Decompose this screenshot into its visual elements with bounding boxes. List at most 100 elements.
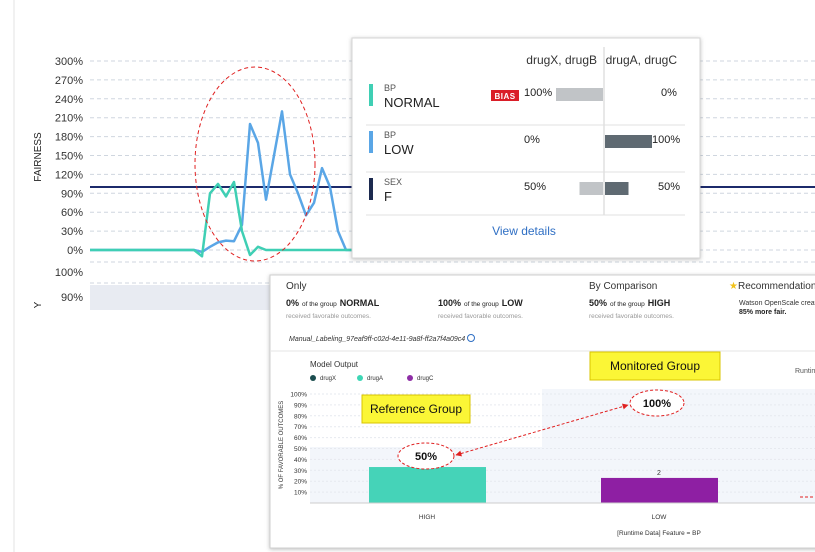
y-tick-label: 80% — [294, 413, 307, 420]
y-axis-label: % OF FAVORABLE OUTCOMES — [279, 401, 285, 490]
callout-text: Monitored Group — [610, 359, 700, 373]
highlight-ellipse — [397, 442, 455, 470]
ref-bar — [579, 182, 603, 195]
value-label: 0% — [524, 134, 540, 146]
row-axis-label: Y — [33, 301, 44, 308]
value-label: 100% — [524, 87, 552, 99]
summary-group: LOW — [502, 298, 523, 308]
summary-group: NORMAL — [340, 298, 380, 308]
section-header: Only — [286, 281, 307, 292]
highlight-text: 50% — [415, 451, 437, 463]
bar — [601, 477, 718, 503]
highlight-ellipse — [629, 389, 685, 417]
x-tick-label: LOW — [652, 514, 668, 521]
y-tick-label: 0% — [67, 245, 83, 257]
group-color — [369, 178, 373, 200]
summary: 100% of the group LOW — [438, 298, 523, 308]
y-tick-label: 100% — [290, 392, 307, 399]
summary-value: 100% — [438, 298, 461, 308]
y-tick-label: 210% — [55, 113, 83, 125]
y-tick-label: 180% — [55, 132, 83, 144]
side-label: Runtime — [795, 368, 815, 375]
bias-tag — [491, 90, 519, 101]
summary-text: of the group — [610, 301, 645, 308]
summary-value: 0% — [286, 298, 299, 308]
popup: drugX, drugB drugA, drugC BP NORMAL BIAS 100%… — [351, 37, 701, 259]
attribute-label: SEX — [384, 177, 402, 187]
summary-note: received favorable outcomes. — [438, 313, 523, 320]
summary: 0% of the group NORMAL — [286, 298, 380, 308]
legend-label: drugA — [367, 376, 383, 382]
recommendation-text: 85% more fair. — [739, 309, 787, 316]
group-label: F — [384, 189, 392, 204]
view-details-link[interactable]: View details — [492, 224, 556, 238]
attribute-label: BP — [384, 83, 396, 93]
value-label: 50% — [658, 181, 680, 193]
highlight-ellipse — [194, 66, 316, 262]
y-tick-label: 90% — [61, 188, 83, 200]
y-tick-label: 270% — [55, 75, 83, 87]
star-icon: ★ — [729, 281, 738, 292]
legend-label: drugX — [320, 376, 336, 382]
legend-label: drugC — [417, 376, 434, 382]
y-tick-label: 150% — [55, 151, 83, 163]
count-label: 2 — [657, 470, 661, 477]
chart-title: Model Output — [310, 360, 359, 369]
details-panel: Only By Comparison Recommendation★0% of the… — [269, 274, 815, 549]
summary-text: of the group — [464, 301, 499, 308]
y-tick-label: 240% — [55, 94, 83, 106]
y-tick-label: 60% — [61, 207, 83, 219]
y-tick-label: 120% — [55, 169, 83, 181]
highlight-text: 100% — [643, 398, 671, 410]
bias-tag-label: BIAS — [494, 92, 515, 101]
ref-bar — [556, 88, 603, 101]
y-tick-label: 50% — [294, 446, 307, 453]
summary-value: 50% — [589, 298, 607, 308]
y-tick-label: 60% — [294, 435, 307, 442]
group-label: LOW — [384, 142, 414, 157]
group-color — [369, 84, 373, 106]
value-label: 100% — [652, 134, 680, 146]
value-label: 0% — [661, 87, 677, 99]
group-label: NORMAL — [384, 95, 440, 110]
value-label: 50% — [524, 181, 546, 193]
callout-box — [589, 351, 721, 381]
y-tick-label: 20% — [294, 479, 307, 486]
legend-swatch — [357, 375, 363, 381]
y-tick-label: 30% — [61, 226, 83, 238]
column-header: drugX, drugB — [526, 53, 597, 67]
legend-swatch — [407, 375, 413, 381]
y-tick-label: 10% — [294, 490, 307, 497]
x-axis-label: [Runtime Data] Feature = BP — [617, 530, 701, 537]
group-color — [369, 131, 373, 153]
mon-bar — [605, 182, 629, 195]
y-tick-label: 70% — [294, 424, 307, 431]
summary-text: of the group — [302, 301, 337, 308]
y-tick-label: 30% — [294, 468, 307, 475]
section-header: Recommendation — [738, 281, 815, 292]
section-header: By Comparison — [589, 281, 657, 292]
x-tick-label: HIGH — [419, 514, 436, 521]
y-axis-label: FAIRNESS — [33, 132, 44, 182]
attribute-label: BP — [384, 130, 396, 140]
mon-bar — [605, 135, 652, 148]
summary: 50% of the group HIGH — [589, 298, 670, 308]
callout-box — [361, 394, 471, 424]
row-label: 100% — [55, 267, 83, 279]
row-label: 90% — [61, 292, 83, 304]
callout-text: Reference Group — [370, 402, 462, 416]
y-tick-label: 300% — [55, 56, 83, 68]
column-header: drugA, drugC — [606, 53, 678, 67]
summary-note: received favorable outcomes. — [589, 313, 674, 320]
summary-note: received favorable outcomes. — [286, 313, 371, 320]
bar — [369, 467, 486, 503]
y-tick-label: 90% — [294, 402, 307, 409]
fairness-line — [90, 180, 354, 258]
y-tick-label: 40% — [294, 457, 307, 464]
legend-swatch — [310, 375, 316, 381]
deployment-name: Manual_Labeling_97eaf9ff-c02d-4e11-9a8f-… — [289, 336, 465, 343]
info-icon[interactable] — [467, 334, 475, 342]
summary-group: HIGH — [648, 298, 671, 308]
recommendation-text: Watson OpenScale create — [739, 300, 815, 307]
